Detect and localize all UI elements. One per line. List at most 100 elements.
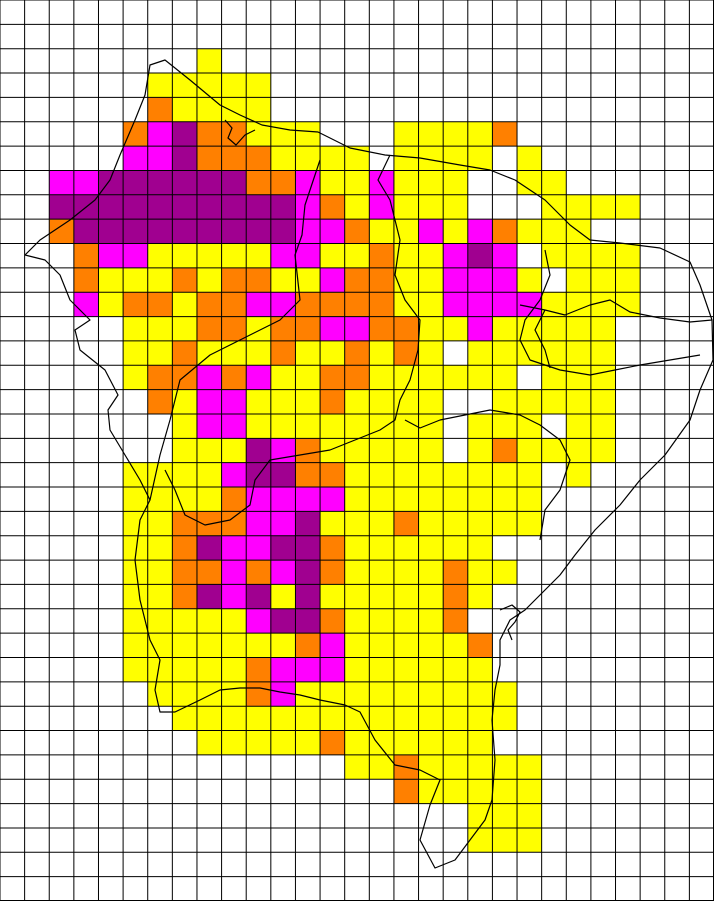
grid-cell (443, 316, 468, 341)
grid-cell (270, 608, 296, 634)
grid-cell (295, 365, 321, 390)
grid-cell (393, 267, 419, 293)
grid-cell (393, 779, 419, 804)
grid-cell (295, 681, 321, 707)
grid-cell (196, 292, 222, 317)
grid-cell (73, 292, 99, 317)
grid-cell (320, 633, 345, 658)
grid-cell (467, 316, 493, 341)
grid-cell (172, 170, 197, 195)
grid-cell (98, 292, 124, 317)
grid-cell (147, 121, 173, 147)
grid-cell (123, 243, 148, 268)
grid-cell (393, 584, 419, 609)
grid-cell (172, 219, 197, 244)
grid-cell (517, 462, 542, 488)
grid-cell (393, 657, 419, 682)
grid-cell (49, 194, 74, 220)
grid-cell (246, 243, 271, 268)
inner-boundary-6 (534, 309, 551, 369)
grid-cell (418, 730, 444, 755)
grid-cell (517, 487, 542, 512)
grid-cell (196, 73, 222, 98)
grid-cell (295, 267, 321, 293)
grid-cell (221, 633, 247, 658)
grid-cell (320, 608, 345, 634)
grid-cell (369, 535, 394, 561)
grid-cell (196, 97, 222, 122)
grid-cell (369, 657, 394, 682)
grid-cell (172, 73, 197, 98)
grid-cell (344, 730, 370, 755)
grid-cell (147, 340, 173, 366)
grid-cell (344, 292, 370, 317)
grid-cell (98, 243, 124, 268)
grid-cell (320, 462, 345, 488)
grid-cell (320, 657, 345, 682)
grid-cell (221, 657, 247, 682)
grid-cell (196, 267, 222, 293)
grid-cell (418, 170, 444, 195)
grid-cell (147, 292, 173, 317)
grid-cell (393, 462, 419, 488)
grid-cell (295, 194, 321, 220)
grid-cell (467, 657, 493, 682)
grid-cell (196, 146, 222, 171)
grid-cell (196, 730, 222, 755)
grid-cell (123, 584, 148, 609)
grid-cell (196, 48, 222, 74)
grid-cell (541, 243, 567, 268)
grid-cell (566, 340, 591, 366)
grid-cell (492, 754, 518, 780)
grid-cell (123, 462, 148, 488)
grid-cell (443, 146, 468, 171)
grid-cell (147, 681, 173, 707)
grid-cell (443, 584, 468, 609)
grid-cell (246, 170, 271, 195)
grid-cell (270, 511, 296, 536)
grid-cell (246, 267, 271, 293)
grid-cell (147, 316, 173, 341)
grid-cell (566, 267, 591, 293)
grid-cell (295, 121, 321, 147)
grid-cell (221, 170, 247, 195)
grid-cell (517, 438, 542, 463)
grid-cell (517, 779, 542, 804)
grid-cell (443, 292, 468, 317)
grid-cell (418, 584, 444, 609)
grid-cell (246, 97, 271, 122)
grid-cell (98, 194, 124, 220)
grid-cell (246, 389, 271, 414)
grid-cell (221, 316, 247, 341)
grid-cell (172, 340, 197, 366)
grid-cell (418, 657, 444, 682)
grid-cell (270, 121, 296, 147)
grid-cell (295, 462, 321, 488)
grid-cell (221, 121, 247, 147)
grid-cell (590, 267, 616, 293)
grid-cell (295, 608, 321, 634)
grid-cell (196, 340, 222, 366)
grid-cell (295, 170, 321, 195)
grid-cell (418, 633, 444, 658)
grid-cell (221, 438, 247, 463)
grid-cell (172, 438, 197, 463)
grid-cell (320, 316, 345, 341)
grid-cell (517, 219, 542, 244)
grid-cell (492, 340, 518, 366)
grid-cell (196, 365, 222, 390)
grid-cell (541, 316, 567, 341)
grid-cell (517, 803, 542, 828)
grid-cell (246, 365, 271, 390)
grid-cell (443, 535, 468, 561)
grid-cell (418, 560, 444, 585)
grid-cell (196, 608, 222, 634)
grid-cell (393, 560, 419, 585)
grid-cell (320, 243, 345, 268)
grid-cell (393, 194, 419, 220)
grid-cell (393, 535, 419, 561)
grid-cell (369, 194, 394, 220)
grid-cell (295, 584, 321, 609)
grid-cell (418, 438, 444, 463)
grid-cell (270, 194, 296, 220)
